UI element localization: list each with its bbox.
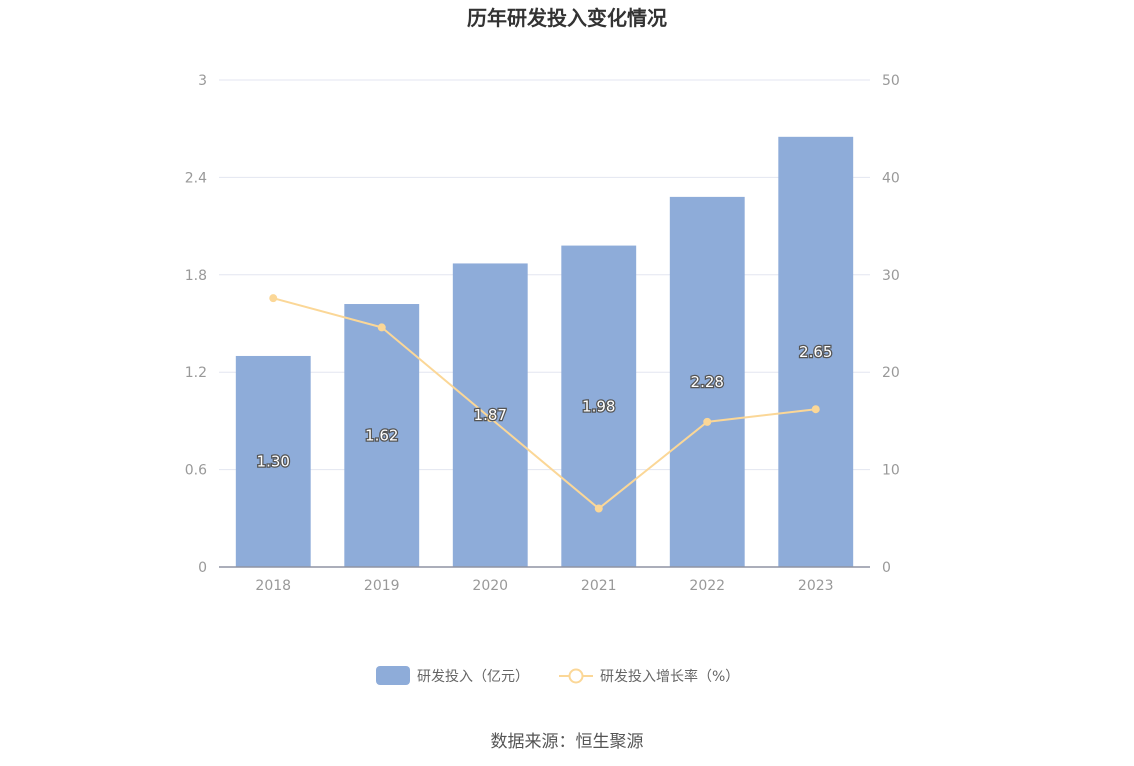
- y-right-tick-label: 20: [882, 365, 900, 381]
- bar-value-label: 2.28: [691, 373, 724, 391]
- line-point-2023: [811, 405, 820, 414]
- bar-value-label: 1.87: [474, 406, 507, 424]
- line-point-2020: [486, 413, 495, 422]
- legend-label-line: 研发投入增长率（%）: [600, 668, 739, 685]
- x-tick-label: 2022: [689, 578, 725, 594]
- bar-value-label: 1.62: [365, 427, 398, 445]
- legend-item-bar[interactable]: 研发投入（亿元）: [376, 666, 529, 685]
- bar-value-label: 2.65: [799, 343, 832, 361]
- legend-item-line[interactable]: 研发投入增长率（%）: [559, 668, 739, 685]
- x-axis: 2018 2019 2020 2021 2022 2023: [255, 578, 833, 594]
- y-axis-left: 0 0.6 1.2 1.8 2.4 3: [185, 73, 207, 576]
- bar-2023: [778, 136, 854, 568]
- y-right-tick-label: 10: [882, 463, 900, 479]
- data-labels: 1.30 1.62 1.87 1.98 2.28 2.65: [255, 342, 833, 472]
- bar-value-label: 1.98: [582, 397, 615, 415]
- y-left-tick-label: 0.6: [185, 463, 207, 479]
- y-left-tick-label: 1.8: [185, 268, 207, 284]
- chart-title: 历年研发投入变化情况: [467, 6, 667, 30]
- y-left-tick-label: 0: [198, 560, 207, 576]
- bar-2018: [235, 355, 311, 567]
- x-tick-label: 2018: [255, 578, 291, 594]
- grid-lines: [219, 79, 870, 471]
- growth-rate-line: [272, 297, 816, 510]
- legend-line-marker: [568, 668, 584, 684]
- y-axis-right: 0 10 20 30 40 50: [882, 73, 900, 576]
- legend-label-bar: 研发投入（亿元）: [417, 669, 529, 685]
- y-left-tick-label: 2.4: [185, 170, 207, 186]
- bar-2021: [561, 245, 637, 567]
- bar-series: [235, 136, 854, 568]
- legend[interactable]: 研发投入（亿元） 研发投入增长率（%）: [376, 666, 739, 685]
- y-right-tick-label: 30: [882, 268, 900, 284]
- y-right-tick-label: 50: [882, 73, 900, 89]
- x-tick-label: 2020: [472, 578, 508, 594]
- line-point-2022: [703, 417, 712, 426]
- y-left-tick-label: 3: [198, 73, 207, 89]
- x-tick-label: 2021: [581, 578, 617, 594]
- y-left-tick-label: 1.2: [185, 365, 207, 381]
- bar-2022: [669, 196, 745, 567]
- source-note: 数据来源：恒生聚源: [491, 732, 644, 752]
- bar-value-label: 1.30: [257, 452, 290, 470]
- y-right-tick-label: 40: [882, 170, 900, 186]
- x-tick-label: 2019: [364, 578, 400, 594]
- legend-bar-swatch: [376, 666, 410, 685]
- line-point-2018: [269, 294, 278, 303]
- line-series: [269, 294, 820, 513]
- y-right-tick-label: 0: [882, 560, 891, 576]
- line-point-2021: [594, 504, 603, 513]
- x-tick-label: 2023: [798, 578, 834, 594]
- line-point-2019: [377, 323, 386, 332]
